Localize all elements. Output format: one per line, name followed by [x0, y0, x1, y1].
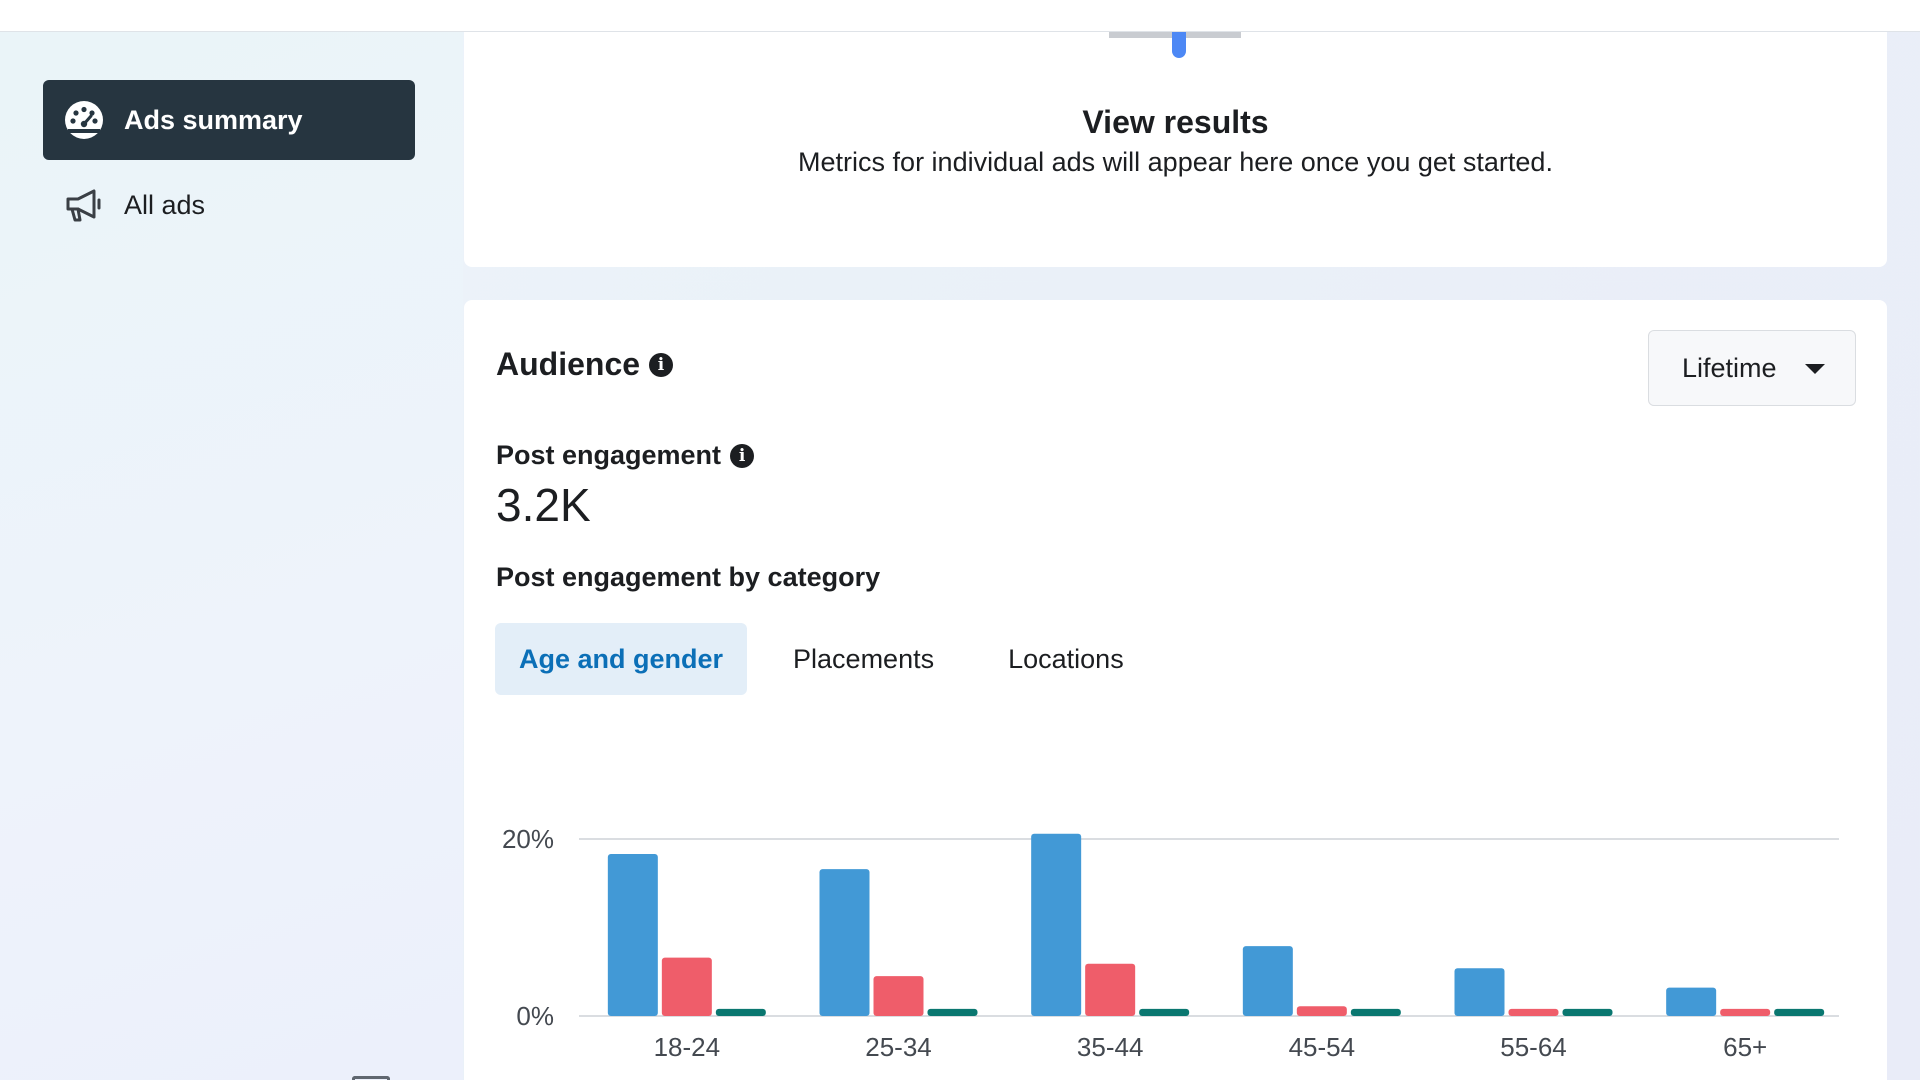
info-icon[interactable]: i	[730, 443, 755, 468]
audience-header: Audience i	[496, 346, 674, 383]
view-results-subtitle: Metrics for individual ads will appear h…	[798, 147, 1553, 177]
y-tick-label: 0%	[516, 1001, 554, 1031]
view-results-card: View results Metrics for individual ads …	[464, 32, 1887, 267]
bar	[661, 957, 712, 1016]
sidebar-item-label: All ads	[124, 189, 206, 220]
tab-locations[interactable]: Locations	[1008, 643, 1124, 674]
post-engagement-label: Post engagement	[496, 440, 722, 470]
bar	[1774, 1008, 1825, 1016]
bar	[1296, 1006, 1347, 1016]
panel-toggle-icon[interactable]	[352, 1076, 390, 1080]
tab-placements[interactable]: Placements	[793, 643, 935, 674]
y-tick-label: 20%	[502, 824, 554, 854]
bar	[1139, 1008, 1190, 1016]
empty-state-illustration	[1109, 32, 1241, 60]
x-tick-label: 65+	[1723, 1032, 1767, 1062]
chart-svg: 0% 20% 18-24 25-34 35-44 45-54 55-64 65+	[502, 824, 1839, 1062]
bar	[1562, 1008, 1613, 1016]
bar	[1031, 833, 1082, 1016]
x-tick-label: 35-44	[1077, 1032, 1144, 1062]
bar	[1666, 987, 1717, 1016]
megaphone-icon	[63, 184, 105, 226]
category-tabs: Age and gender Placements Locations	[495, 623, 1124, 695]
metric-value: 3.2K	[496, 479, 591, 531]
view-results-title: View results	[1082, 104, 1269, 140]
bar	[1085, 963, 1136, 1016]
bar	[1350, 1008, 1401, 1016]
date-range-dropdown[interactable]: Lifetime	[1648, 330, 1856, 406]
bar	[1720, 1008, 1771, 1016]
bar	[607, 854, 658, 1016]
info-icon[interactable]: i	[649, 352, 674, 377]
sidebar-item-all-ads[interactable]: All ads	[43, 165, 415, 245]
dashboard-icon	[63, 99, 105, 141]
sidebar-item-ads-summary[interactable]: Ads summary	[43, 80, 415, 160]
bar	[819, 869, 870, 1016]
caret-down-icon	[1805, 364, 1825, 374]
engagement-bar-chart: 0% 20% 18-24 25-34 35-44 45-54 55-64 65+	[464, 785, 1887, 1080]
bar	[715, 1008, 766, 1016]
x-tick-label: 45-54	[1289, 1032, 1356, 1062]
x-tick-label: 55-64	[1500, 1032, 1567, 1062]
date-range-value: Lifetime	[1682, 352, 1777, 383]
bar	[1242, 946, 1293, 1016]
tab-age-and-gender[interactable]: Age and gender	[495, 623, 748, 695]
audience-card: Audience i Lifetime Post engagement i 3.…	[464, 300, 1887, 1080]
bar	[1508, 1008, 1559, 1016]
bar	[927, 1008, 978, 1016]
metric-label: Post engagement i	[496, 440, 755, 471]
audience-title: Audience	[496, 346, 641, 382]
sidebar-item-label: Ads summary	[124, 104, 303, 135]
category-label: Post engagement by category	[496, 562, 881, 592]
bar	[873, 976, 924, 1016]
x-tick-label: 25-34	[865, 1032, 932, 1062]
bar	[1454, 968, 1505, 1016]
x-tick-label: 18-24	[654, 1032, 721, 1062]
top-bar	[0, 0, 1920, 32]
sidebar: Ads summary All ads	[0, 32, 463, 1080]
